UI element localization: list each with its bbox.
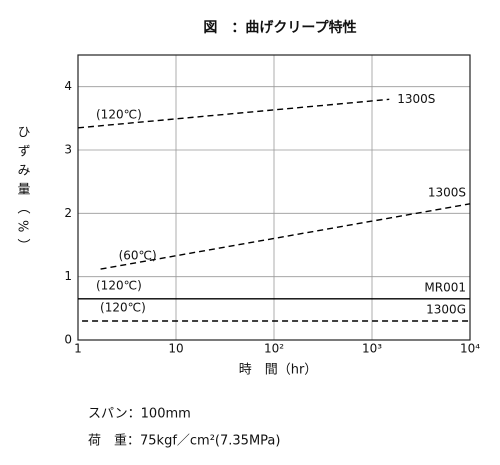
series-annotation: (120℃): [100, 301, 146, 315]
plot-frame: [77, 54, 471, 341]
y-tick-label: 0: [64, 333, 72, 347]
series-line: [77, 98, 390, 129]
note: スパン：100mm: [88, 407, 191, 422]
chart-title: 図 ：曲げクリープ特性: [203, 19, 356, 36]
y-tick-label: 4: [64, 79, 72, 93]
y-tick-label: 3: [64, 143, 72, 157]
x-tick-label: 10: [168, 342, 183, 356]
series-line: [100, 203, 471, 270]
x-tick-label: 10⁴: [460, 342, 480, 356]
x-tick-label: 10³: [362, 342, 382, 356]
y-tick-label: 1: [64, 269, 72, 283]
series-label: 1300G: [426, 303, 466, 317]
y-tick-label: 2: [64, 206, 72, 220]
series-label: 1300S: [397, 92, 435, 106]
x-tick-label: 1: [74, 342, 82, 356]
x-tick-label: 10²: [264, 342, 284, 356]
series-label: 1300S: [428, 185, 466, 199]
series-annotation: (60℃): [119, 249, 157, 263]
note: 荷 重：75kgf／cm²(7.35MPa): [88, 433, 280, 449]
series-annotation: (120℃): [96, 278, 142, 292]
series-label: MR001: [424, 280, 466, 294]
series-annotation: (120℃): [96, 107, 142, 121]
y-axis-label: ひずみ量（%）: [15, 125, 31, 257]
x-axis-label: 時 間（hr）: [239, 363, 318, 378]
